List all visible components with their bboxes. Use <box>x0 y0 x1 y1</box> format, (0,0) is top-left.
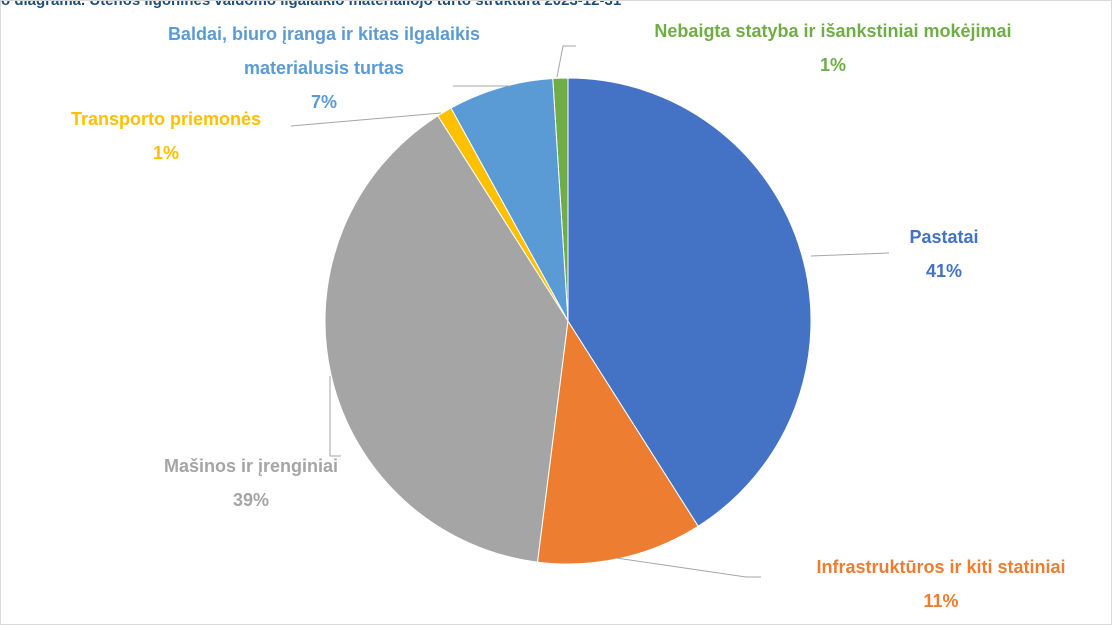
label-value: 1% <box>819 55 846 75</box>
label-value: 11% <box>923 591 959 611</box>
leader-line <box>615 557 761 578</box>
data-label: Infrastruktūros ir kiti statiniai 11% <box>761 550 1111 618</box>
data-label: Mašinos ir įrenginiai 39% <box>121 449 381 517</box>
label-value: 41% <box>925 261 963 281</box>
label-value: 39% <box>232 490 270 510</box>
leader-line <box>329 376 341 457</box>
pie-slice <box>567 77 812 527</box>
leader-line <box>810 252 890 257</box>
leader-line <box>290 112 442 127</box>
chart-title: o diagrama. Utenos ligoninės valdomo ilg… <box>1 0 622 9</box>
pie-slice <box>450 77 569 322</box>
label-name: Baldai, biuro įranga ir kitas ilgalaikis… <box>167 24 481 78</box>
pie-slice <box>536 319 699 565</box>
label-value: 1% <box>152 143 179 163</box>
leader-line <box>556 45 576 78</box>
label-name: Transporto priemonės <box>70 109 262 129</box>
label-name: Infrastruktūros ir kiti statiniai <box>816 557 1066 577</box>
label-value: 7% <box>310 92 337 112</box>
label-name: Mašinos ir įrenginiai <box>163 456 339 476</box>
data-label: Nebaigta statyba ir išankstiniai mokėjim… <box>583 14 1083 82</box>
label-name: Pastatai <box>909 227 979 247</box>
data-label: Pastatai 41% <box>844 220 1044 288</box>
data-label: Baldai, biuro įranga ir kitas ilgalaikis… <box>154 17 494 119</box>
pie-slice <box>324 115 569 563</box>
data-label: Transporto priemonės 1% <box>36 102 296 170</box>
label-name: Nebaigta statyba ir išankstiniai mokėjim… <box>654 21 1012 41</box>
